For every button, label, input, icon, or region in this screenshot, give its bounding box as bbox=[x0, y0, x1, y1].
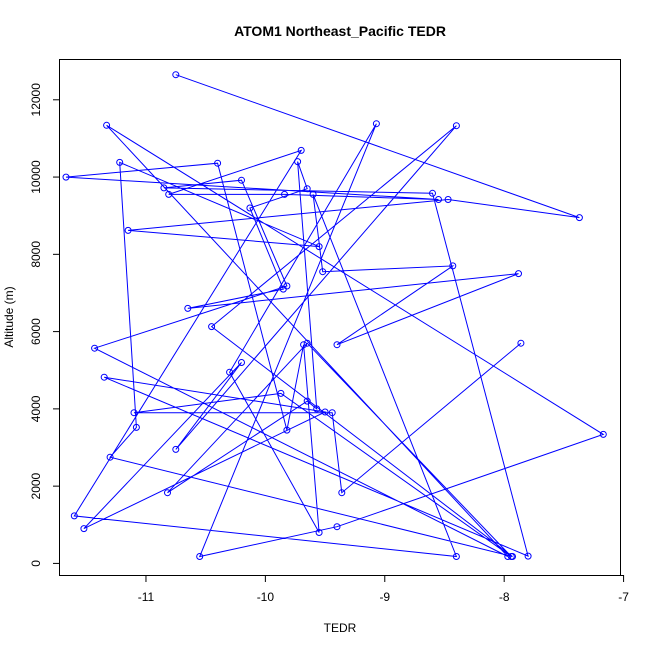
data-point bbox=[196, 553, 204, 560]
data-point bbox=[328, 409, 336, 417]
data-point bbox=[338, 489, 346, 497]
data-point bbox=[300, 341, 308, 349]
data-point bbox=[279, 285, 287, 293]
data-point bbox=[452, 553, 460, 560]
y-axis-label: Altitude (m) bbox=[2, 286, 16, 347]
data-point bbox=[91, 344, 99, 352]
x-axis-label: TEDR bbox=[324, 621, 357, 635]
series-line bbox=[65, 74, 605, 558]
data-point bbox=[106, 453, 114, 461]
data-point bbox=[226, 368, 234, 376]
x-tick-label: -7 bbox=[618, 590, 629, 604]
data-point bbox=[103, 121, 111, 129]
y-axis: 0 2000 4000 6000 8000 10000 12000 bbox=[29, 83, 60, 567]
data-point bbox=[524, 552, 532, 560]
y-tick-label: 12000 bbox=[29, 83, 43, 117]
data-point bbox=[315, 243, 323, 251]
data-point bbox=[333, 523, 341, 531]
data-point bbox=[277, 389, 285, 397]
data-point bbox=[124, 226, 132, 234]
data-point bbox=[321, 408, 329, 416]
data-point bbox=[333, 341, 341, 349]
data-point bbox=[246, 204, 254, 212]
data-point bbox=[575, 214, 583, 222]
data-point bbox=[70, 512, 78, 520]
data-point bbox=[132, 423, 140, 431]
x-tick-label: -11 bbox=[138, 590, 155, 604]
y-tick-label: 8000 bbox=[29, 241, 43, 268]
plot-frame bbox=[59, 59, 621, 576]
data-point bbox=[504, 553, 512, 560]
data-point bbox=[172, 71, 180, 79]
data-point bbox=[80, 525, 88, 533]
data-point bbox=[315, 529, 323, 536]
data-point bbox=[281, 190, 288, 198]
data-point bbox=[62, 173, 70, 181]
data-point bbox=[172, 445, 180, 453]
data-point bbox=[303, 397, 311, 405]
data-point bbox=[208, 323, 216, 331]
data-point bbox=[309, 190, 317, 198]
data-point bbox=[429, 189, 436, 197]
data-point bbox=[100, 373, 108, 381]
data-point bbox=[160, 184, 168, 192]
data-point bbox=[452, 122, 460, 130]
data-point bbox=[184, 304, 192, 312]
x-tick-label: -10 bbox=[257, 590, 275, 604]
data-point bbox=[515, 270, 522, 278]
data-point bbox=[303, 185, 311, 193]
data-point bbox=[599, 430, 607, 438]
data-point bbox=[372, 120, 380, 128]
chart-title: ATOM1 Northeast_Pacific TEDR bbox=[234, 23, 446, 39]
data-point bbox=[165, 190, 173, 198]
data-point bbox=[297, 146, 305, 154]
data-point bbox=[164, 489, 171, 497]
data-point bbox=[435, 196, 442, 203]
data-point bbox=[517, 339, 525, 347]
data-point bbox=[319, 268, 327, 276]
data-point bbox=[283, 426, 291, 434]
y-tick-label: 10000 bbox=[29, 160, 43, 194]
series-layer bbox=[62, 71, 607, 560]
data-point bbox=[507, 553, 515, 560]
data-point bbox=[238, 176, 245, 184]
data-point bbox=[214, 159, 222, 167]
data-point bbox=[313, 405, 321, 413]
x-tick-label: -8 bbox=[499, 590, 510, 604]
data-point bbox=[444, 196, 452, 203]
x-tick-label: -9 bbox=[379, 590, 390, 604]
data-point bbox=[238, 359, 245, 366]
y-tick-label: 6000 bbox=[29, 318, 43, 345]
y-tick-label: 0 bbox=[29, 560, 43, 567]
data-point bbox=[130, 409, 138, 417]
data-point bbox=[294, 158, 302, 166]
data-point bbox=[116, 158, 124, 166]
x-axis: -11 -10 -9 -8 -7 bbox=[138, 575, 629, 604]
data-point bbox=[303, 339, 311, 347]
y-tick-label: 2000 bbox=[29, 472, 43, 499]
y-tick-label: 4000 bbox=[29, 395, 43, 422]
data-point bbox=[449, 262, 457, 270]
